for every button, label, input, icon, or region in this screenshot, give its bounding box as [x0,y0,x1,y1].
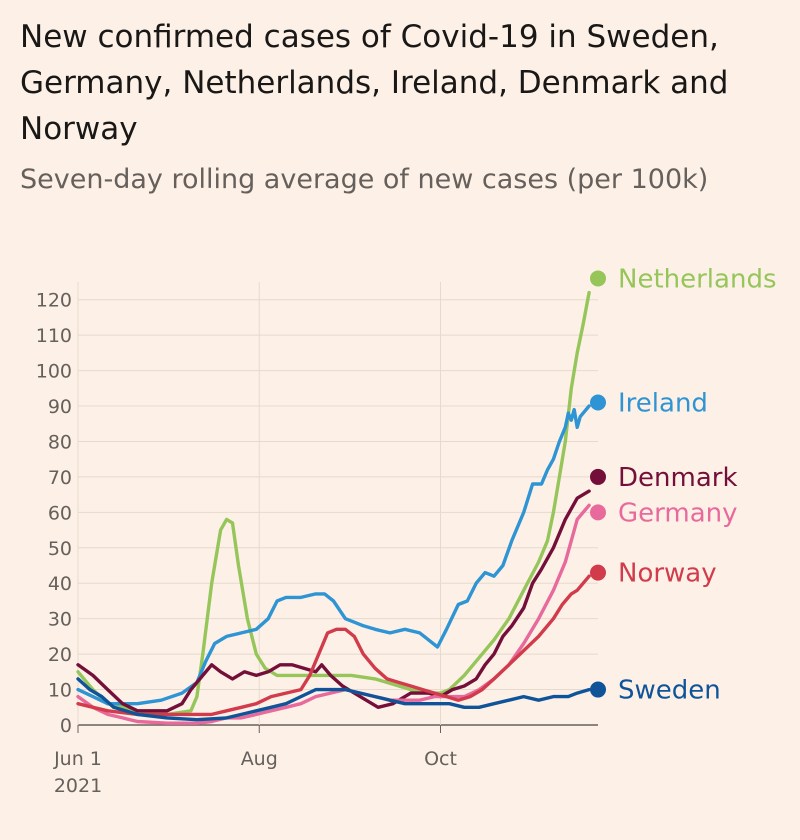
legend-label-denmark: Denmark [618,463,738,493]
legend-label-ireland: Ireland [618,388,708,418]
y-tick-label: 50 [48,538,72,560]
y-tick-label: 60 [48,502,72,524]
legend-marker-germany [590,504,606,521]
x-tick-sublabel: 2021 [54,775,102,797]
y-tick-label: 110 [36,325,72,347]
legend-label-germany: Germany [618,498,738,528]
legend-marker-netherlands [590,270,606,287]
legend-label-norway: Norway [618,559,717,589]
series-lines [76,290,591,725]
chart-title: New confirmed cases of Covid-19 in Swede… [20,19,729,147]
x-tick-label: Oct [424,748,457,770]
chart-grid [77,282,598,726]
legend-label-netherlands: Netherlands [618,264,777,294]
y-tick-label: 80 [48,431,72,453]
series-line-ireland [76,404,591,706]
x-tick-label: Jun 1 [53,748,102,770]
series-line-norway [76,574,591,717]
y-tick-label: 70 [48,467,72,489]
series-legend: Netherlands Ireland Denmark Germany Norway Sw… [590,264,777,706]
y-axis: 0 10 20 30 40 50 60 70 80 90 100 110 120 [36,290,72,737]
legend-marker-norway [590,564,606,581]
legend-marker-sweden [590,681,606,698]
series-line-sweden [76,677,591,722]
y-tick-label: 10 [48,680,72,702]
x-axis: Jun 1 2021 Aug Oct [53,725,457,797]
x-tick-label: Aug [241,748,278,770]
y-tick-label: 0 [60,715,72,737]
legend-marker-ireland [590,394,606,411]
y-tick-label: 30 [48,609,72,631]
y-tick-label: 120 [36,290,72,312]
series-line-denmark [76,489,591,713]
series-line-netherlands [76,290,591,717]
y-tick-label: 40 [48,573,72,595]
legend-marker-denmark [590,468,606,485]
chart-subtitle: Seven-day rolling average of new cases (… [20,164,709,195]
y-tick-label: 100 [36,361,72,383]
legend-label-sweden: Sweden [618,676,721,706]
y-tick-label: 90 [48,396,72,418]
y-tick-label: 20 [48,644,72,666]
